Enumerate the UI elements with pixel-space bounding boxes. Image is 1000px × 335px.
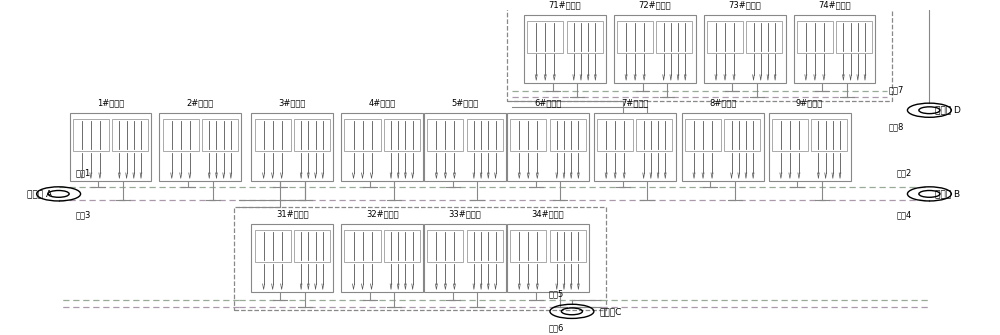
Text: 8#环网柜: 8#环网柜 — [709, 98, 736, 108]
Text: 变电站C: 变电站C — [600, 307, 622, 316]
Bar — [811, 119, 847, 151]
Text: 线路3: 线路3 — [76, 211, 91, 220]
Text: 31#环网柜: 31#环网柜 — [276, 210, 309, 219]
Text: 71#环网柜: 71#环网柜 — [549, 1, 581, 9]
Bar — [294, 119, 330, 151]
Bar — [550, 230, 586, 262]
Bar — [163, 119, 199, 151]
Text: 变电站 A: 变电站 A — [27, 189, 53, 198]
Bar — [384, 230, 420, 262]
Bar — [656, 21, 692, 53]
Text: 33#环网柜: 33#环网柜 — [449, 210, 481, 219]
Bar — [614, 15, 696, 83]
Text: 1#环网柜: 1#环网柜 — [97, 98, 124, 108]
Text: 变电站 D: 变电站 D — [935, 106, 961, 115]
Bar — [507, 0, 892, 100]
Text: 9#环网柜: 9#环网柜 — [796, 98, 823, 108]
Text: 3#环网柜: 3#环网柜 — [279, 98, 306, 108]
Bar — [341, 224, 423, 292]
Bar — [769, 114, 851, 181]
Bar — [427, 230, 463, 262]
Bar — [597, 119, 633, 151]
Text: 线路4: 线路4 — [897, 211, 912, 220]
Bar — [251, 114, 333, 181]
Bar — [255, 230, 291, 262]
Bar — [527, 21, 563, 53]
Bar — [344, 119, 381, 151]
Bar — [510, 119, 546, 151]
Bar — [234, 207, 606, 310]
Bar — [567, 21, 603, 53]
Bar — [424, 224, 506, 292]
Bar — [424, 114, 506, 181]
Text: 7#环网柜: 7#环网柜 — [621, 98, 648, 108]
Bar — [344, 230, 381, 262]
Text: 32#环网柜: 32#环网柜 — [366, 210, 398, 219]
Bar — [73, 119, 109, 151]
Text: 线路7: 线路7 — [889, 86, 904, 95]
Text: 74#环网柜: 74#环网柜 — [818, 1, 851, 9]
Text: 2#环网柜: 2#环网柜 — [187, 98, 214, 108]
Bar — [617, 21, 653, 53]
Text: 73#环网柜: 73#环网柜 — [728, 1, 761, 9]
Bar — [524, 15, 606, 83]
Bar — [341, 114, 423, 181]
Bar — [636, 119, 672, 151]
Bar — [112, 119, 148, 151]
Bar — [202, 119, 238, 151]
Bar — [772, 119, 808, 151]
Bar — [255, 119, 291, 151]
Text: 线路2: 线路2 — [897, 168, 912, 177]
Text: 线路6: 线路6 — [549, 324, 564, 333]
Text: 变电站 B: 变电站 B — [935, 189, 961, 198]
Bar — [794, 15, 875, 83]
Bar — [427, 119, 463, 151]
Text: 6#环网柜: 6#环网柜 — [534, 98, 562, 108]
Bar — [467, 230, 503, 262]
Bar — [594, 114, 676, 181]
Text: 5#环网柜: 5#环网柜 — [451, 98, 479, 108]
Text: 34#环网柜: 34#环网柜 — [532, 210, 564, 219]
Text: 4#环网柜: 4#环网柜 — [369, 98, 396, 108]
Bar — [507, 224, 589, 292]
Text: 线路1: 线路1 — [76, 168, 91, 177]
Bar — [510, 230, 546, 262]
Bar — [746, 21, 782, 53]
Bar — [682, 114, 764, 181]
Bar — [159, 114, 241, 181]
Bar — [251, 224, 333, 292]
Bar — [467, 119, 503, 151]
Text: 72#环网柜: 72#环网柜 — [638, 1, 671, 9]
Bar — [704, 15, 786, 83]
Bar — [384, 119, 420, 151]
Bar — [550, 119, 586, 151]
Text: 线路5: 线路5 — [549, 289, 564, 298]
Bar — [797, 21, 833, 53]
Text: 线路8: 线路8 — [889, 123, 904, 131]
Bar — [707, 21, 743, 53]
Bar — [836, 21, 872, 53]
Bar — [507, 114, 589, 181]
Bar — [724, 119, 760, 151]
Bar — [70, 114, 151, 181]
Bar — [685, 119, 721, 151]
Bar — [294, 230, 330, 262]
